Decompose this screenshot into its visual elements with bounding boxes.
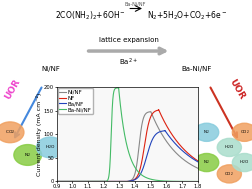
Text: UOR: UOR: [228, 77, 246, 101]
Ni/NF: [194, 166, 197, 168]
Circle shape: [232, 123, 252, 141]
NF: [109, 180, 112, 183]
Ba/NF: [109, 180, 112, 183]
Text: lattice expansion: lattice expansion: [99, 37, 159, 43]
Ba-Ni/NF: [80, 180, 83, 183]
Text: N$_2$: N$_2$: [203, 159, 210, 166]
Ba-Ni/NF: [109, 144, 112, 146]
Line: Ba-Ni/NF: Ba-Ni/NF: [57, 88, 198, 181]
Line: NF: NF: [57, 110, 198, 181]
NF: [115, 180, 118, 183]
Text: 2CO(NH$_2$)$_2$+6OH$^-$: 2CO(NH$_2$)$_2$+6OH$^-$: [55, 9, 126, 22]
Ba/NF: [80, 180, 83, 183]
Ni/NF: [178, 155, 181, 158]
Ba-Ni/NF: [178, 180, 181, 183]
Circle shape: [195, 123, 219, 141]
Circle shape: [217, 138, 241, 156]
Text: N$_2$: N$_2$: [203, 129, 210, 136]
Ba/NF: [55, 180, 58, 183]
Ni/NF: [115, 180, 118, 183]
NF: [194, 158, 197, 160]
Y-axis label: Current density (mA cm⁻²): Current density (mA cm⁻²): [36, 92, 42, 176]
Circle shape: [37, 137, 64, 158]
Ba-Ni/NF: [196, 180, 199, 183]
Text: H$_2$O: H$_2$O: [224, 144, 234, 151]
Text: Ba-Ni/NF: Ba-Ni/NF: [124, 1, 145, 6]
Ni/NF: [71, 180, 74, 183]
Text: H$_2$O: H$_2$O: [239, 159, 249, 166]
Ni/NF: [196, 167, 199, 169]
Ba/NF: [194, 159, 197, 161]
Legend: Ni/NF, NF, Ba/NF, Ba-Ni/NF: Ni/NF, NF, Ba/NF, Ba-Ni/NF: [58, 88, 93, 114]
NF: [157, 108, 160, 111]
Text: N$_2$: N$_2$: [24, 151, 31, 159]
Ba-Ni/NF: [55, 180, 58, 183]
Circle shape: [232, 153, 252, 172]
Line: Ba/NF: Ba/NF: [57, 130, 198, 181]
Text: H$_2$O: H$_2$O: [45, 144, 56, 151]
NF: [196, 160, 199, 162]
Ni/NF: [109, 180, 112, 183]
Ba-Ni/NF: [194, 180, 197, 183]
Ba/NF: [71, 180, 74, 183]
Text: N$_2$+5H$_2$O+CO$_2$+6e$^-$: N$_2$+5H$_2$O+CO$_2$+6e$^-$: [147, 9, 228, 22]
NF: [55, 180, 58, 183]
Ba-Ni/NF: [117, 87, 120, 89]
Circle shape: [0, 122, 24, 143]
Text: Ba$^{2+}$: Ba$^{2+}$: [119, 57, 138, 68]
Text: Ni/NF: Ni/NF: [41, 66, 60, 72]
Ni/NF: [149, 110, 152, 113]
Ba/NF: [115, 180, 118, 183]
Ba/NF: [163, 129, 166, 132]
Text: Ba-Ni/NF: Ba-Ni/NF: [181, 66, 212, 72]
Text: CO$_2$: CO$_2$: [225, 170, 234, 178]
Ba/NF: [196, 161, 199, 163]
Text: CO$_2$: CO$_2$: [240, 129, 249, 136]
NF: [178, 144, 181, 146]
Ni/NF: [80, 180, 83, 183]
Circle shape: [14, 145, 42, 165]
Ni/NF: [55, 180, 58, 183]
Circle shape: [195, 153, 219, 172]
Text: CO$_2$: CO$_2$: [5, 129, 15, 136]
NF: [71, 180, 74, 183]
NF: [80, 180, 83, 183]
Ba-Ni/NF: [71, 180, 74, 183]
Ba-Ni/NF: [115, 87, 118, 89]
Line: Ni/NF: Ni/NF: [57, 112, 198, 181]
Circle shape: [217, 165, 241, 183]
Text: UOR: UOR: [3, 77, 22, 101]
Ba/NF: [178, 147, 181, 149]
